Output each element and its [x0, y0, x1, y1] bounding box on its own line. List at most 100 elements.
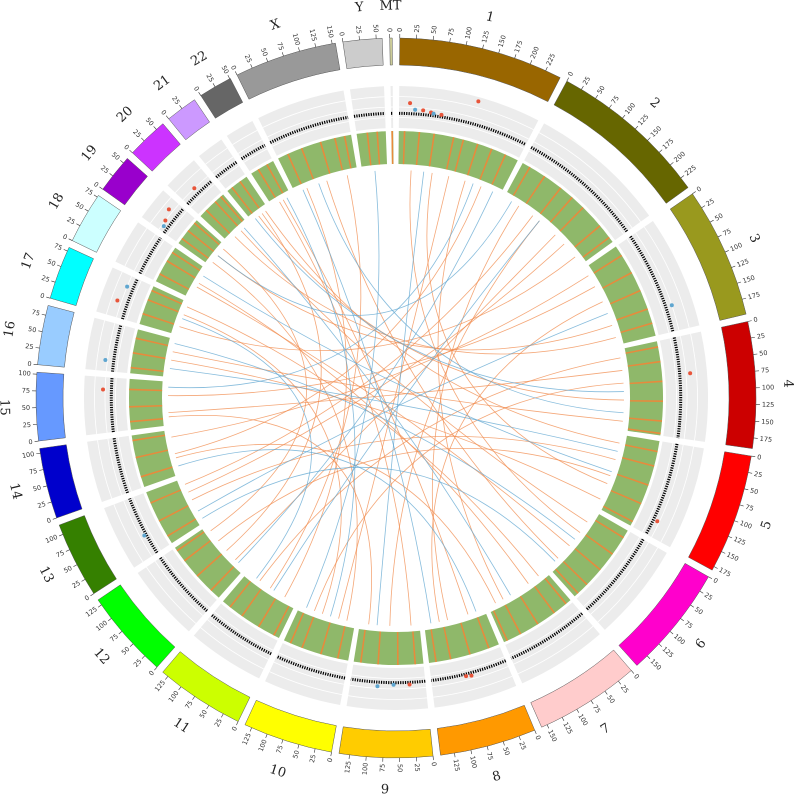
heatmap-block	[130, 329, 170, 377]
chromosome-name: 6	[693, 636, 710, 652]
tick-label: 0	[46, 516, 53, 525]
scatter-baseline	[353, 112, 386, 118]
scatter-baseline	[121, 278, 139, 320]
scatter-point	[431, 111, 436, 116]
tick-mark	[281, 52, 284, 57]
tick-mark	[165, 115, 169, 120]
track-grid	[267, 110, 348, 138]
link	[178, 449, 477, 612]
tick-label: 100	[18, 369, 31, 378]
heatmap-stripe	[466, 143, 479, 176]
heatmap-stripe	[562, 561, 588, 586]
tick-label: 25	[213, 717, 224, 728]
tick-label: 25	[581, 75, 592, 86]
tick-mark	[129, 643, 134, 647]
tick-label: 0	[712, 576, 720, 585]
tick-mark	[486, 746, 489, 751]
link	[182, 318, 312, 579]
track-grid	[431, 666, 509, 688]
link	[183, 314, 342, 614]
tick-mark	[154, 667, 158, 671]
scatter-baseline	[672, 337, 683, 439]
tick-mark	[647, 137, 651, 141]
track-grid	[348, 695, 428, 700]
chromosome-name: 2	[647, 95, 663, 112]
tick-mark	[236, 721, 239, 726]
tick-label: 150	[546, 729, 558, 744]
scatter-point	[469, 673, 474, 678]
heatmap-block	[155, 247, 203, 296]
heatmap-stripe	[257, 598, 277, 628]
link	[175, 443, 496, 604]
heatmap-block	[356, 131, 388, 167]
chromosome-name: 7	[598, 721, 613, 738]
tick-label: 25	[22, 421, 31, 430]
heatmap-stripe	[166, 260, 196, 279]
ideogram	[71, 195, 122, 253]
tick-label: 50	[110, 151, 121, 162]
scatter-track	[576, 532, 667, 630]
tick-label: 50	[396, 764, 404, 772]
tick-label: 100	[257, 738, 269, 752]
tick-label: 150	[325, 25, 335, 39]
tick-mark	[482, 44, 484, 49]
tick-mark	[265, 57, 268, 62]
scatter-baseline	[269, 115, 349, 144]
heatmap-stripe	[359, 629, 366, 663]
tick-label: 50	[27, 325, 37, 334]
chromosome-name: 8	[491, 769, 503, 786]
tick-mark	[341, 37, 344, 42]
tick-mark	[742, 297, 747, 300]
link	[168, 183, 474, 389]
tick-mark	[731, 265, 736, 268]
heatmap-stripe	[241, 588, 262, 617]
track-grid	[509, 610, 580, 655]
tick-label: 0	[695, 185, 703, 194]
ideogram	[688, 451, 752, 571]
tick-label: 50	[430, 25, 439, 34]
tick-mark	[107, 618, 112, 622]
tick-label: 100	[672, 632, 687, 646]
heatmap-stripe	[151, 289, 183, 305]
tick-mark	[179, 105, 183, 109]
tick-mark	[281, 739, 284, 744]
tick-label: 50	[501, 746, 511, 756]
scatter-point	[391, 682, 396, 687]
tick-mark	[699, 590, 704, 594]
tick-mark	[604, 690, 608, 695]
scatter-track	[524, 123, 650, 241]
chromosome-name: 15	[0, 399, 12, 416]
ideogram	[58, 515, 117, 595]
link	[168, 370, 623, 413]
tick-mark	[46, 296, 51, 299]
tick-label: 25	[170, 95, 181, 106]
heatmap-stripe	[616, 308, 648, 321]
scatter-point	[192, 186, 197, 191]
track-grid	[117, 437, 132, 492]
track-grid	[597, 547, 659, 623]
track-grid	[123, 500, 153, 557]
tick-label: 75	[378, 764, 386, 773]
track-grid	[669, 338, 677, 438]
tick-mark	[659, 149, 663, 153]
tick-label: 75	[55, 549, 66, 560]
heatmap-block	[222, 576, 294, 638]
tick-mark	[581, 85, 584, 90]
scatter-baseline	[215, 160, 238, 179]
heatmap-stripe	[402, 131, 406, 165]
heatmap-stripe	[430, 629, 437, 663]
scatter-point	[439, 112, 444, 117]
scatter-track	[85, 317, 136, 374]
tick-label: 225	[545, 52, 557, 67]
tick-label: 0	[337, 31, 346, 36]
scatter-track	[429, 647, 517, 708]
tick-mark	[576, 709, 580, 713]
heatmap-stripe	[519, 595, 539, 625]
tick-label: 25	[756, 332, 766, 341]
heatmap-stripe	[214, 201, 239, 227]
tick-label: 25	[413, 24, 421, 33]
track-grid	[528, 150, 624, 235]
heatmap-stripe	[210, 566, 235, 591]
tick-mark	[90, 593, 94, 597]
track-grid	[626, 238, 670, 333]
